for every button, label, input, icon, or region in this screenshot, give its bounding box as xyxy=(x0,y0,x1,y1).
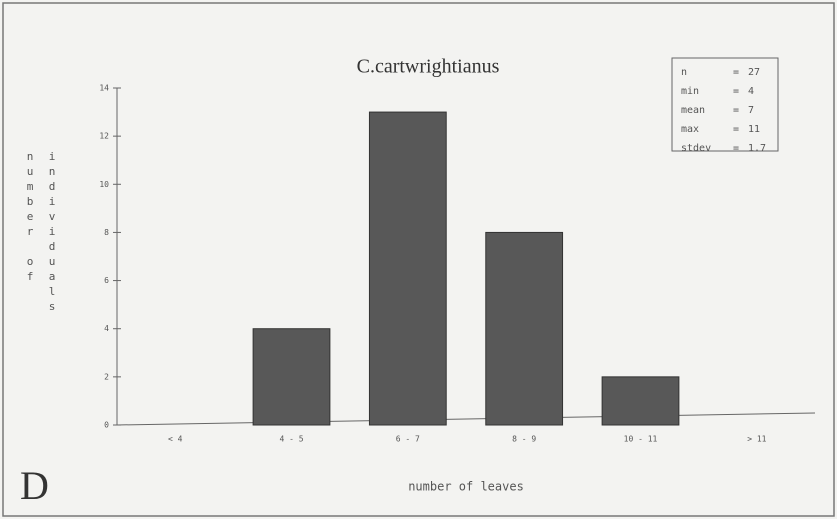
x-tick-label: 6 - 7 xyxy=(396,435,420,444)
y-axis-label: individuals xyxy=(46,150,59,315)
x-axis-label: number of leaves xyxy=(408,480,524,494)
bar xyxy=(601,376,680,426)
y-tick-label: 4 xyxy=(104,324,109,333)
stat-label: min xyxy=(681,86,699,97)
bar xyxy=(368,111,447,426)
stat-value: 27 xyxy=(748,67,760,78)
panel-label: D xyxy=(20,463,49,508)
stat-value: 4 xyxy=(748,86,754,97)
stat-label: mean xyxy=(681,105,705,116)
x-tick-label: 4 - 5 xyxy=(279,435,303,444)
y-tick-label: 8 xyxy=(104,228,109,237)
bar xyxy=(485,231,564,426)
y-tick-label: 10 xyxy=(99,180,109,189)
stat-sep: = xyxy=(733,143,739,154)
stat-sep: = xyxy=(733,105,739,116)
x-tick-label: < 4 xyxy=(168,435,183,444)
stats-box xyxy=(671,57,779,152)
y-tick-label: 6 xyxy=(104,276,109,285)
stat-value: 7 xyxy=(748,105,754,116)
stat-value: 11 xyxy=(748,124,760,135)
y-tick-label: 12 xyxy=(99,132,109,141)
stat-label: n xyxy=(681,67,687,78)
x-axis xyxy=(116,412,816,426)
stat-sep: = xyxy=(733,67,739,78)
y-axis-label: number of xyxy=(24,150,37,285)
stat-label: stdev xyxy=(681,143,711,154)
bar xyxy=(252,328,331,426)
x-tick-label: 10 - 11 xyxy=(624,435,658,444)
stat-label: max xyxy=(681,124,699,135)
stat-value: 1.7 xyxy=(748,143,766,154)
x-tick-label: 8 - 9 xyxy=(512,435,536,444)
stat-sep: = xyxy=(733,124,739,135)
y-tick-label: 14 xyxy=(99,84,109,93)
chart-title: C.cartwrightianus xyxy=(357,56,500,78)
y-tick-label: 0 xyxy=(104,421,109,430)
stat-sep: = xyxy=(733,86,739,97)
x-tick-label: > 11 xyxy=(747,435,766,444)
y-tick-label: 2 xyxy=(104,372,109,381)
